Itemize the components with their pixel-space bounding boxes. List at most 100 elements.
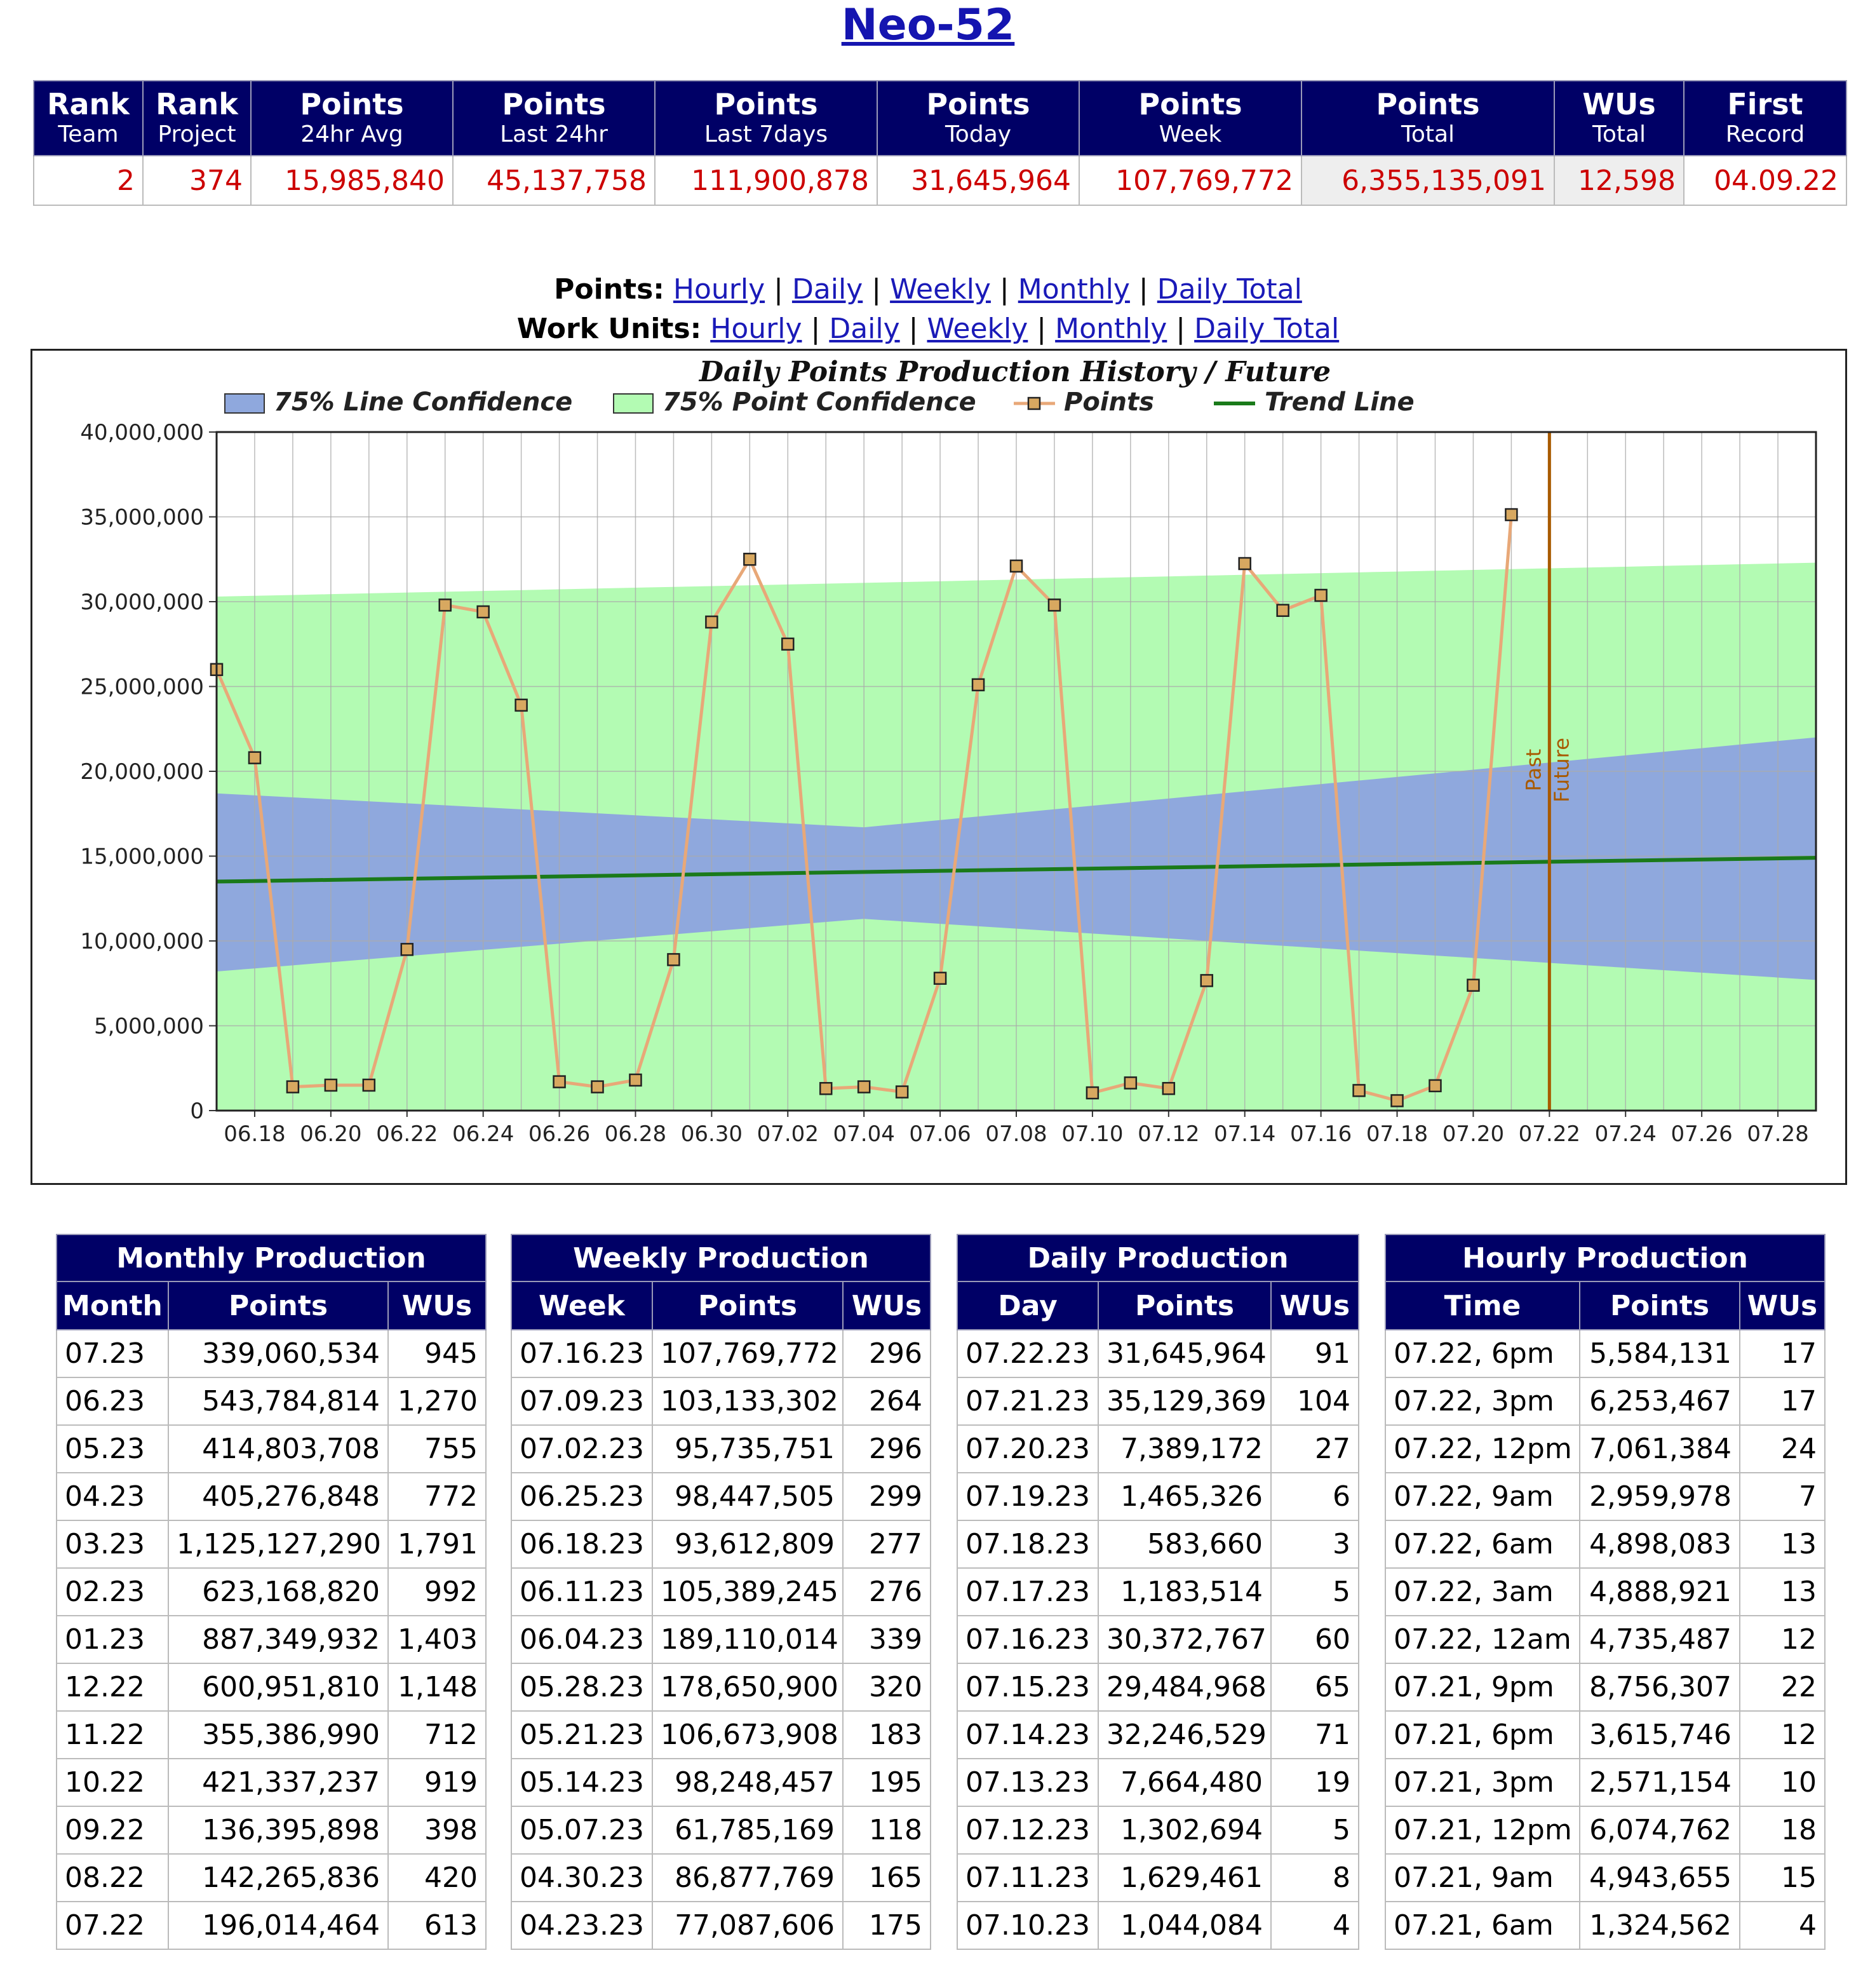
- wus-cell: 27: [1270, 1424, 1360, 1473]
- table-row: 06.18.23 93,612,809 277: [511, 1520, 932, 1569]
- day-header: Day: [957, 1281, 1099, 1330]
- data-point-marker: [1200, 974, 1214, 987]
- x-tick-label: 07.26: [1671, 1121, 1732, 1147]
- points-last-24hr-header: Points Last 24hr: [452, 80, 656, 156]
- points-daily-link[interactable]: Daily: [791, 273, 863, 306]
- link-separator: |: [1037, 313, 1047, 345]
- period-cell: 07.23: [56, 1329, 169, 1378]
- data-point-marker: [819, 1082, 833, 1095]
- wu-daily-link[interactable]: Daily: [829, 313, 900, 345]
- points-weekly-link[interactable]: Weekly: [890, 273, 991, 306]
- points-hourly-link[interactable]: Hourly: [673, 273, 765, 306]
- weekly-production-caption: Weekly Production: [510, 1234, 932, 1282]
- future-label: Future: [1549, 738, 1573, 802]
- x-tick-label: 06.18: [224, 1121, 285, 1147]
- period-cell: 06.11.23: [511, 1567, 653, 1616]
- x-tick-label: 06.24: [452, 1121, 514, 1147]
- period-cell: 07.15.23: [957, 1663, 1099, 1712]
- table-row: 07.16.23 107,769,772 296: [511, 1329, 932, 1378]
- data-point-marker: [1505, 508, 1518, 522]
- points-cell: 2,571,154: [1579, 1758, 1740, 1807]
- y-tick-label: 10,000,000: [80, 929, 204, 954]
- period-cell: 07.22, 6am: [1385, 1520, 1580, 1569]
- points-total-header: Points Total: [1301, 80, 1555, 156]
- points-cell: 93,612,809: [652, 1520, 844, 1569]
- wu-monthly-link[interactable]: Monthly: [1055, 313, 1167, 345]
- points-cell: 355,386,990: [168, 1710, 389, 1759]
- table-row: 06.11.23 105,389,245 276: [511, 1567, 932, 1616]
- points-cell: 1,629,461: [1098, 1853, 1272, 1902]
- wus-cell: 17: [1738, 1377, 1826, 1426]
- x-tick-label: 07.10: [1061, 1121, 1123, 1147]
- table-row: 05.07.23 61,785,169 118: [511, 1806, 932, 1855]
- points-cell: 1,324,562: [1579, 1901, 1740, 1950]
- period-cell: 07.02.23: [511, 1424, 653, 1473]
- points-cell: 1,302,694: [1098, 1806, 1272, 1855]
- table-row: 07.21, 9am 4,943,655 15: [1385, 1853, 1826, 1902]
- wus-cell: 13: [1738, 1520, 1826, 1569]
- wus-cell: 1,270: [387, 1377, 487, 1426]
- daily-rows: 07.22.23 31,645,964 91 07.21.23 35,129,369 10…: [957, 1329, 1360, 1950]
- points-cell: 887,349,932: [168, 1615, 389, 1664]
- page-title: Neo-52: [0, 0, 1856, 51]
- wus-header: WUs: [387, 1281, 487, 1330]
- wus-cell: 919: [387, 1758, 487, 1807]
- data-point-marker: [1047, 598, 1061, 612]
- points-last-24hr-value: 45,137,758: [452, 155, 656, 206]
- wus-cell: 7: [1738, 1472, 1826, 1521]
- period-cell: 11.22: [56, 1710, 169, 1759]
- wu-weekly-link[interactable]: Weekly: [927, 313, 1028, 345]
- wus-cell: 613: [387, 1901, 487, 1950]
- points-cell: 4,898,083: [1579, 1520, 1740, 1569]
- data-point-marker: [667, 953, 680, 966]
- period-cell: 07.21, 12pm: [1385, 1806, 1580, 1855]
- period-cell: 07.16.23: [511, 1329, 653, 1378]
- period-cell: 05.07.23: [511, 1806, 653, 1855]
- x-tick-label: 06.20: [300, 1121, 361, 1147]
- points-cell: 95,735,751: [652, 1424, 844, 1473]
- points-monthly-link[interactable]: Monthly: [1018, 273, 1130, 306]
- wus-cell: 12: [1738, 1615, 1826, 1664]
- table-row: 05.21.23 106,673,908 183: [511, 1710, 932, 1759]
- table-row: 07.22, 9am 2,959,978 7: [1385, 1472, 1826, 1521]
- period-cell: 04.23.23: [511, 1901, 653, 1950]
- data-point-marker: [286, 1080, 300, 1093]
- data-point-marker: [743, 553, 757, 566]
- period-cell: 07.22, 6pm: [1385, 1329, 1580, 1378]
- wu-hourly-link[interactable]: Hourly: [710, 313, 802, 345]
- weekly-production-table: Weekly Production Week Points WUs 07.16.…: [510, 1234, 932, 1950]
- data-point-marker: [1467, 978, 1480, 992]
- period-cell: 07.18.23: [957, 1520, 1099, 1569]
- legend-swatch-line-confidence: [224, 393, 265, 414]
- table-row: 07.21, 3pm 2,571,154 10: [1385, 1758, 1826, 1807]
- hourly-rows: 07.22, 6pm 5,584,131 17 07.22, 3pm 6,253,467…: [1385, 1329, 1826, 1950]
- points-cell: 583,660: [1098, 1520, 1272, 1569]
- period-cell: 07.17.23: [957, 1567, 1099, 1616]
- y-tick-label: 15,000,000: [80, 844, 204, 870]
- points-total-value: 6,355,135,091: [1301, 155, 1555, 206]
- points-24hr-avg-header: Points 24hr Avg: [250, 80, 454, 156]
- points-cell: 5,584,131: [1579, 1329, 1740, 1378]
- points-cell: 6,253,467: [1579, 1377, 1740, 1426]
- link-separator: |: [908, 313, 918, 345]
- x-tick-label: 07.20: [1442, 1121, 1504, 1147]
- table-row: 04.30.23 86,877,769 165: [511, 1853, 932, 1902]
- wus-cell: 299: [842, 1472, 932, 1521]
- x-tick-label: 07.08: [985, 1121, 1047, 1147]
- data-point-marker: [933, 971, 947, 985]
- rank-project-value: 374: [142, 155, 252, 206]
- data-point-marker: [553, 1075, 566, 1088]
- points-daily-total-link[interactable]: Daily Total: [1157, 273, 1302, 306]
- points-cell: 98,248,457: [652, 1758, 844, 1807]
- hourly-production-caption: Hourly Production: [1384, 1234, 1826, 1282]
- period-cell: 07.09.23: [511, 1377, 653, 1426]
- period-cell: 07.22, 12pm: [1385, 1424, 1580, 1473]
- table-row: 07.21, 6am 1,324,562 4: [1385, 1901, 1826, 1950]
- period-cell: 05.14.23: [511, 1758, 653, 1807]
- wus-cell: 15: [1738, 1853, 1826, 1902]
- wus-total-value: 12,598: [1554, 155, 1685, 206]
- project-title-link[interactable]: Neo-52: [841, 0, 1015, 50]
- points-week-value: 107,769,772: [1079, 155, 1302, 206]
- wu-daily-total-link[interactable]: Daily Total: [1194, 313, 1340, 345]
- points-cell: 2,959,978: [1579, 1472, 1740, 1521]
